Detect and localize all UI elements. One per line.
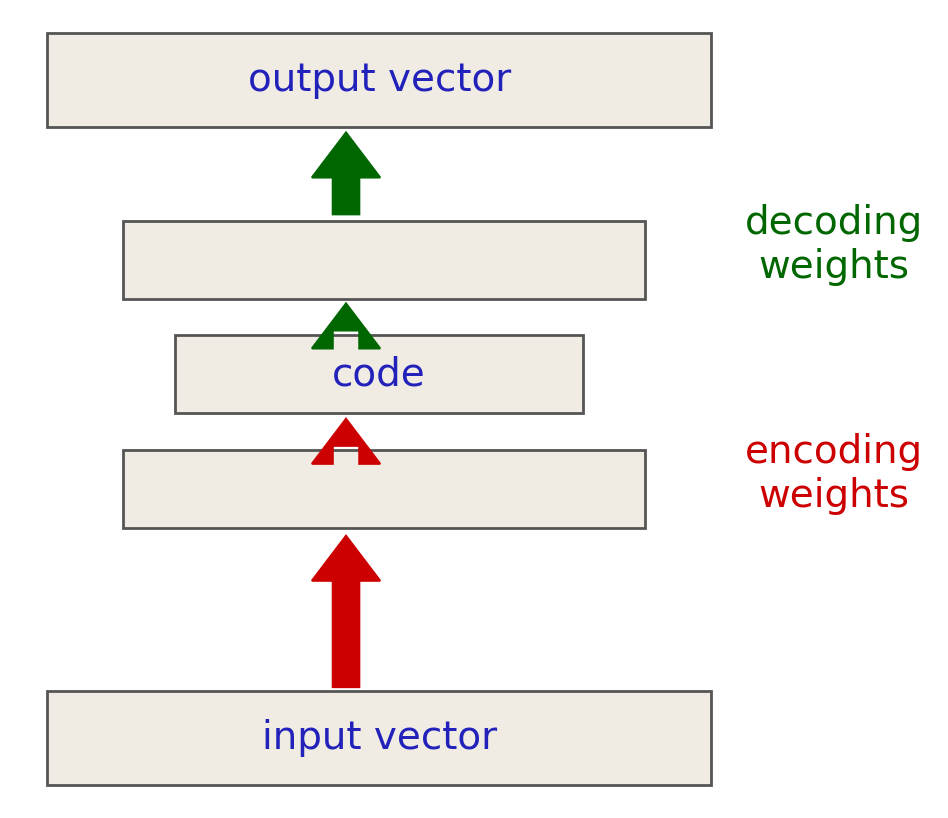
FancyArrow shape	[312, 303, 380, 348]
Text: decoding
weights: decoding weights	[745, 204, 923, 286]
Bar	[123, 221, 645, 299]
Bar	[47, 691, 711, 785]
FancyArrow shape	[312, 419, 380, 464]
Text: output vector: output vector	[247, 61, 511, 99]
Text: code: code	[333, 355, 426, 393]
FancyArrow shape	[312, 536, 380, 687]
FancyArrow shape	[312, 133, 380, 214]
Text: encoding
weights: encoding weights	[745, 434, 923, 515]
Bar	[175, 335, 583, 413]
Bar	[123, 450, 645, 528]
Bar	[47, 33, 711, 127]
Text: input vector: input vector	[262, 719, 497, 757]
